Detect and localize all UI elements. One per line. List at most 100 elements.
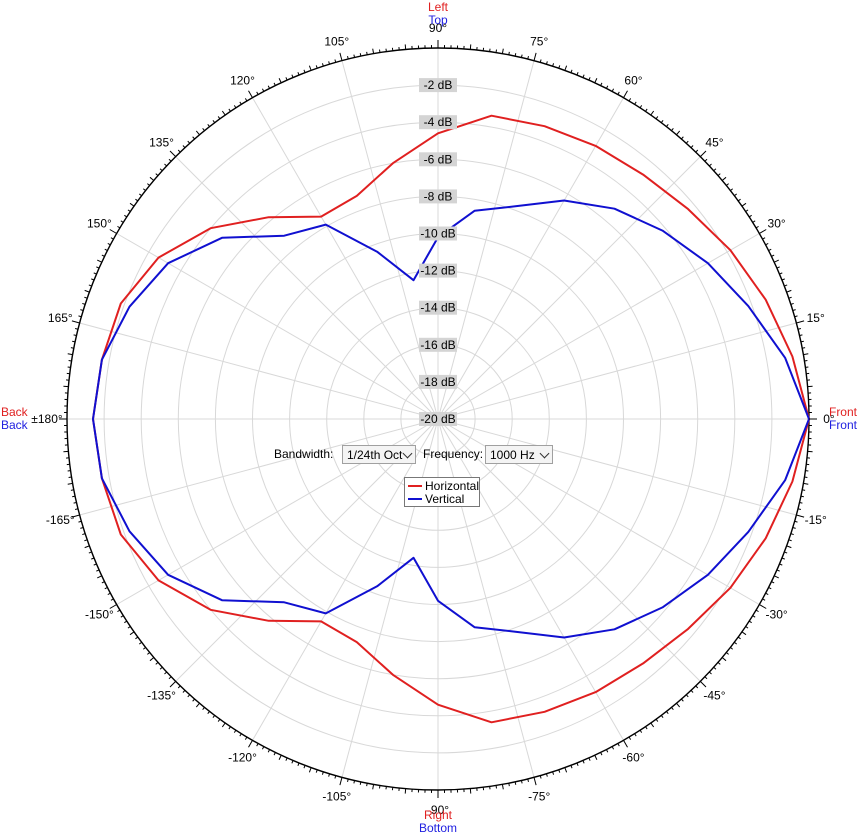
tick-mark <box>666 711 669 715</box>
tick-mark <box>372 784 375 790</box>
tick-mark <box>366 51 368 55</box>
angle-label: -165° <box>46 513 75 527</box>
grid-spoke <box>437 322 797 420</box>
tick-mark <box>168 158 172 162</box>
angle-label: 0° <box>823 412 835 426</box>
tick-mark <box>78 315 82 318</box>
radial-labels: -2 dB -4 dB -6 dB -8 dB -10 dB -12 dB -14 dB -1… <box>419 78 457 426</box>
grid-spoke <box>116 233 439 420</box>
tick-mark <box>273 752 276 756</box>
tick-mark <box>771 254 775 257</box>
tick-mark <box>97 259 102 263</box>
tick-mark <box>765 592 769 596</box>
bandwidth-dropdown[interactable]: 1/24th Oct <box>342 445 416 464</box>
tick-mark <box>611 88 615 92</box>
tick-mark <box>192 136 195 140</box>
tick-mark <box>353 780 356 784</box>
tick-mark <box>533 52 537 61</box>
tick-mark <box>328 61 331 65</box>
bandwidth-value: 1/24th Oct <box>347 448 403 462</box>
tick-mark <box>261 746 265 750</box>
tick-mark <box>501 784 504 790</box>
tick-mark <box>297 762 300 766</box>
tick-mark <box>741 202 747 207</box>
tick-mark <box>73 501 77 504</box>
tick-mark <box>623 740 628 748</box>
tick-mark <box>797 328 802 330</box>
tick-mark <box>671 707 674 710</box>
tick-mark <box>117 609 121 613</box>
tick-mark <box>776 569 780 572</box>
radial-label: -12 dB <box>419 263 457 278</box>
tick-mark <box>650 722 655 728</box>
side-label-bottom: Bottom <box>419 821 457 835</box>
tick-mark <box>755 225 759 229</box>
tick-mark <box>594 755 598 760</box>
tick-mark <box>82 533 86 536</box>
tick-mark <box>774 259 779 263</box>
tick-mark <box>558 769 561 773</box>
tick-mark <box>212 714 216 718</box>
tick-mark <box>74 508 79 510</box>
tick-mark <box>207 123 210 127</box>
tick-mark <box>508 783 510 787</box>
tick-mark <box>110 598 114 601</box>
tick-mark <box>308 65 312 71</box>
tick-mark <box>372 48 375 54</box>
tick-mark <box>334 775 337 779</box>
tick-mark <box>244 98 248 102</box>
tick-mark <box>107 592 111 596</box>
tick-mark <box>202 707 205 710</box>
tick-mark <box>142 188 146 191</box>
tick-mark <box>611 746 615 750</box>
tick-mark <box>88 551 92 554</box>
tick-mark <box>147 183 150 186</box>
angle-label: -45° <box>703 688 725 702</box>
tick-mark <box>195 130 200 136</box>
tick-mark <box>790 302 794 305</box>
tick-mark <box>182 145 186 149</box>
grid-spoke <box>437 418 797 516</box>
radial-label: -2 dB <box>419 78 457 93</box>
side-label-top: Left <box>428 0 449 14</box>
tick-mark <box>690 145 694 149</box>
tick-mark <box>774 575 779 579</box>
tick-mark <box>645 726 648 730</box>
tick-mark <box>790 533 794 536</box>
tick-mark <box>217 116 221 120</box>
tick-mark <box>741 631 747 636</box>
tick-mark <box>107 242 111 246</box>
tick-mark <box>617 91 620 95</box>
angle-label: 90° <box>429 21 447 35</box>
tick-mark <box>84 539 88 542</box>
tick-mark <box>759 229 767 234</box>
tick-mark <box>101 581 105 584</box>
tick-mark <box>605 85 609 89</box>
tick-mark <box>217 718 221 722</box>
tick-mark <box>278 755 282 760</box>
tick-mark <box>321 63 324 67</box>
tick-mark <box>788 539 792 542</box>
tick-mark <box>623 90 628 98</box>
tick-mark <box>91 278 95 281</box>
tick-mark <box>514 53 517 57</box>
tick-mark <box>802 489 806 491</box>
frequency-dropdown[interactable]: 1000 Hz <box>485 445 553 464</box>
tick-mark <box>762 598 766 601</box>
tick-mark <box>149 176 155 181</box>
angle-label: 15° <box>807 311 825 325</box>
tick-mark <box>645 108 648 112</box>
tick-mark <box>278 78 282 83</box>
svg-text:-8 dB: -8 dB <box>424 189 453 203</box>
tick-mark <box>639 105 643 109</box>
tick-mark <box>576 762 579 766</box>
tick-mark <box>685 694 689 698</box>
tick-mark <box>221 110 226 116</box>
chevron-down-icon <box>539 448 550 459</box>
tick-mark <box>685 140 689 144</box>
tick-mark <box>155 173 159 176</box>
tick-mark <box>748 620 752 624</box>
tick-mark <box>765 242 769 246</box>
tick-mark <box>800 340 804 343</box>
